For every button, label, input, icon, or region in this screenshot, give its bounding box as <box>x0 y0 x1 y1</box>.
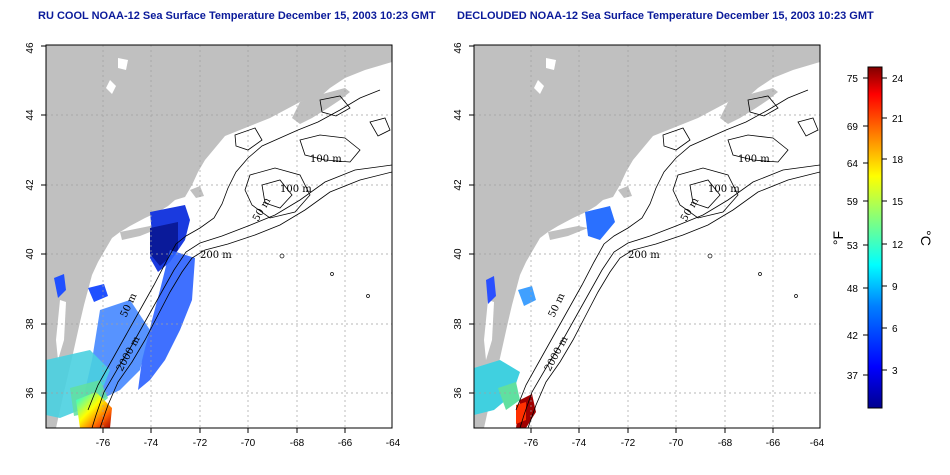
sst-imagery-right <box>474 206 615 428</box>
contour-label: 100 m <box>738 154 770 165</box>
contour-label: 100 m <box>280 184 312 195</box>
lon-tick-label: -72 <box>193 438 208 449</box>
contour-label: 50 m <box>251 196 273 224</box>
contour-label: 100 m <box>708 184 740 195</box>
lon-tick-label: -76 <box>96 438 111 449</box>
lake <box>546 58 556 70</box>
right-map-panel: 100 m 100 m 50 m 200 m 50 m 2000 m -76 -… <box>453 42 825 449</box>
map-frame <box>473 44 821 429</box>
sst-imagery-left <box>46 205 195 428</box>
fahrenheit-tick: 42 <box>847 331 859 342</box>
celsius-tick: 15 <box>892 197 904 208</box>
lon-tick-label: -70 <box>241 438 256 449</box>
land-mass <box>474 45 820 428</box>
fahrenheit-tick: 37 <box>847 371 859 382</box>
map-frame <box>45 44 393 429</box>
cape-cod <box>618 186 632 198</box>
celsius-tick: 21 <box>892 114 904 125</box>
lon-tick-label: -76 <box>524 438 539 449</box>
celsius-tick: 18 <box>892 155 904 166</box>
cape-cod <box>190 186 204 198</box>
lake <box>106 80 116 94</box>
lat-tick-label: 40 <box>25 248 36 260</box>
lon-tick-label: -72 <box>621 438 636 449</box>
fahrenheit-tick: 53 <box>847 241 859 252</box>
lat-tick-label: 36 <box>453 387 464 399</box>
temperature-colorbar: 75 69 64 59 53 48 42 37 24 21 18 15 12 9… <box>830 66 934 409</box>
celsius-tick: 12 <box>892 240 904 251</box>
lon-tick-label: -66 <box>338 438 353 449</box>
right-panel-title: DECLOUDED NOAA-12 Sea Surface Temperatur… <box>457 10 874 22</box>
contour-label: 200 m <box>628 250 660 261</box>
lat-lon-grid <box>46 45 392 428</box>
chesapeake-bay <box>484 300 494 360</box>
lat-tick-label: 38 <box>25 318 36 330</box>
lat-tick-label: 38 <box>453 318 464 330</box>
fahrenheit-tick: 48 <box>847 284 859 295</box>
lon-tick-label: -74 <box>572 438 587 449</box>
lat-tick-label: 44 <box>25 109 36 121</box>
fahrenheit-tick: 69 <box>847 122 859 133</box>
lat-tick-label: 46 <box>25 42 36 54</box>
contour-label: 200 m <box>200 250 232 261</box>
lon-tick-label: -66 <box>766 438 781 449</box>
bathymetry-contours <box>515 89 820 428</box>
contour-label: 100 m <box>310 154 342 165</box>
chesapeake-bay <box>56 300 66 360</box>
lake <box>534 80 544 94</box>
lat-tick-label: 36 <box>25 387 36 399</box>
contour-label: 50 m <box>547 291 568 319</box>
fahrenheit-tick: 59 <box>847 197 859 208</box>
celsius-unit-label: °C <box>918 230 934 246</box>
left-panel-title: RU COOL NOAA-12 Sea Surface Temperature … <box>38 10 436 22</box>
land-mass <box>46 45 392 428</box>
contour-label: 2000 m <box>543 334 571 373</box>
fahrenheit-tick: 64 <box>847 159 859 170</box>
lat-tick-label: 40 <box>453 248 464 260</box>
fahrenheit-tick: 75 <box>847 74 859 85</box>
lon-tick-label: -64 <box>810 438 825 449</box>
celsius-tick: 3 <box>892 366 898 377</box>
left-map-panel: 100 m 100 m 50 m 200 m 50 m 2000 m -76 -… <box>25 42 401 449</box>
lon-tick-label: -70 <box>669 438 684 449</box>
celsius-tick: 6 <box>892 324 898 335</box>
lon-tick-label: -68 <box>718 438 733 449</box>
lon-tick-label: -64 <box>386 438 401 449</box>
lat-tick-label: 42 <box>453 179 464 191</box>
colorbar-gradient <box>867 66 883 409</box>
celsius-tick: 9 <box>892 282 898 293</box>
bathymetry-contours <box>87 89 392 428</box>
lat-tick-label: 46 <box>453 42 464 54</box>
lon-tick-label: -68 <box>290 438 305 449</box>
lat-lon-grid <box>474 45 820 428</box>
long-island <box>548 226 588 240</box>
fahrenheit-unit-label: °F <box>830 231 846 245</box>
celsius-tick: 24 <box>892 74 904 85</box>
lon-tick-label: -74 <box>144 438 159 449</box>
contour-label: 50 m <box>679 196 701 224</box>
lat-tick-label: 44 <box>453 109 464 121</box>
lat-tick-label: 42 <box>25 179 36 191</box>
lake <box>118 58 128 70</box>
